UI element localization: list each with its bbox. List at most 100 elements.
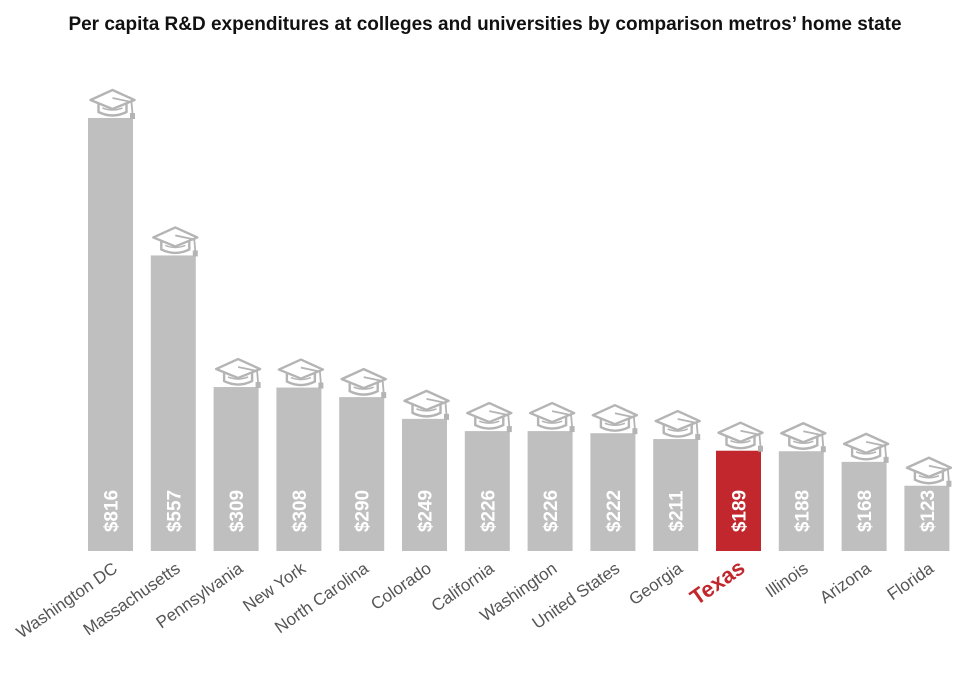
graduation-cap-icon xyxy=(89,88,136,119)
cap-band-shape xyxy=(913,470,945,485)
bar-illinois xyxy=(778,451,824,551)
bar-value-label: $816 xyxy=(102,490,123,532)
cap-inner-line xyxy=(730,439,751,444)
graduation-cap-icon xyxy=(466,401,513,433)
cap-board-shape xyxy=(277,358,325,380)
graduation-cap-icon xyxy=(403,389,450,420)
cap-band-shape xyxy=(411,403,442,418)
cap-tassel xyxy=(946,480,952,487)
cap-tassel xyxy=(381,392,387,399)
graduation-cap-icon xyxy=(717,421,764,452)
cap-board-shape xyxy=(842,432,890,455)
cap-inner-line xyxy=(102,107,123,111)
bar-new-york xyxy=(276,387,322,551)
graduation-cap-icon xyxy=(528,401,576,433)
category-label: Illinois xyxy=(762,559,812,602)
bar-value-label: $226 xyxy=(478,490,499,532)
graduation-cap-icon xyxy=(152,226,199,257)
cap-tassel-cord xyxy=(803,430,825,448)
cap-tassel-cord xyxy=(489,410,511,428)
bar-colorado xyxy=(402,418,447,551)
cap-tassel-cord xyxy=(363,376,385,394)
cap-inner-line xyxy=(855,451,877,455)
cap-tassel-cord xyxy=(175,234,197,252)
cap-board-shape xyxy=(466,401,513,424)
bar-value-label: $222 xyxy=(604,490,625,532)
bar-value-label: $189 xyxy=(730,490,751,532)
bar-pennsylvania xyxy=(213,387,259,551)
bar-washington xyxy=(527,431,573,551)
bar-value-label: $290 xyxy=(353,490,374,532)
cap-inner-line xyxy=(227,376,249,380)
bar-washington-dc xyxy=(88,118,133,551)
chart-title: Per capita R&D expenditures at colleges … xyxy=(68,14,902,35)
cap-tassel-cord xyxy=(865,440,887,458)
bar-georgia xyxy=(653,439,699,551)
cap-tassel-cord xyxy=(551,410,573,428)
cap-tassel-cord xyxy=(928,464,950,482)
cap-tassel xyxy=(506,426,512,433)
cap-band-shape xyxy=(850,446,882,461)
bar-value-label: $123 xyxy=(918,490,939,532)
cap-tassel-cord xyxy=(112,97,134,115)
cap-inner-line xyxy=(604,422,626,426)
cap-board-shape xyxy=(591,403,639,426)
cap-board-shape xyxy=(905,456,953,478)
category-label: Florida xyxy=(884,558,938,604)
graduation-cap-icon xyxy=(340,367,387,399)
cap-tassel xyxy=(130,113,135,119)
category-label: Colorado xyxy=(367,559,434,614)
cap-inner-line xyxy=(541,420,563,424)
bar-texas xyxy=(716,450,761,551)
cap-board-shape xyxy=(152,226,199,248)
cap-tassel xyxy=(318,382,324,389)
bar-value-label: $309 xyxy=(227,490,248,532)
cap-band-shape xyxy=(97,103,128,117)
graduation-cap-icon xyxy=(591,403,639,435)
cap-inner-line xyxy=(793,440,814,445)
cap-band-shape xyxy=(788,436,819,450)
cap-band-shape xyxy=(725,435,756,450)
cap-tassel xyxy=(820,446,826,453)
graduation-cap-icon xyxy=(842,432,890,463)
cap-band-shape xyxy=(536,416,568,430)
bar-north-carolina xyxy=(339,397,385,551)
cap-tassel-cord xyxy=(677,418,699,436)
cap-tassel xyxy=(255,382,261,389)
cap-inner-line xyxy=(165,244,186,249)
bar-california xyxy=(464,431,510,551)
bar-value-label: $557 xyxy=(164,490,185,532)
cap-tassel xyxy=(758,445,763,452)
cap-board-shape xyxy=(214,357,262,380)
bar-massachusetts xyxy=(150,255,196,551)
bar-arizona xyxy=(841,461,887,551)
cap-tassel-cord xyxy=(614,412,636,430)
cap-tassel xyxy=(695,434,701,441)
cap-band-shape xyxy=(222,372,254,386)
cap-board-shape xyxy=(654,409,701,432)
cap-inner-line xyxy=(290,376,312,381)
graduation-cap-icon xyxy=(905,456,953,487)
cap-tassel-cord xyxy=(426,397,448,415)
cap-band-shape xyxy=(160,240,191,255)
cap-inner-line xyxy=(918,474,940,479)
cap-tassel-cord xyxy=(740,429,762,447)
bar-value-label: $211 xyxy=(667,490,688,532)
bar-value-label: $308 xyxy=(290,490,311,532)
cap-band-shape xyxy=(662,424,693,438)
graduation-cap-icon xyxy=(277,358,325,389)
bar-united-states xyxy=(590,433,636,551)
cap-band-shape xyxy=(348,382,379,396)
cap-tassel xyxy=(883,456,889,463)
cap-tassel-cord xyxy=(237,366,259,384)
cap-tassel-cord xyxy=(300,366,322,384)
category-label: Arizona xyxy=(816,558,875,607)
cap-inner-line xyxy=(667,428,688,432)
cap-tassel xyxy=(569,426,575,433)
cap-board-shape xyxy=(717,421,764,443)
category-label: Washington DC xyxy=(13,559,121,642)
graduation-cap-icon xyxy=(214,357,262,389)
bar-florida xyxy=(904,485,950,551)
bar-value-label: $188 xyxy=(792,490,813,532)
